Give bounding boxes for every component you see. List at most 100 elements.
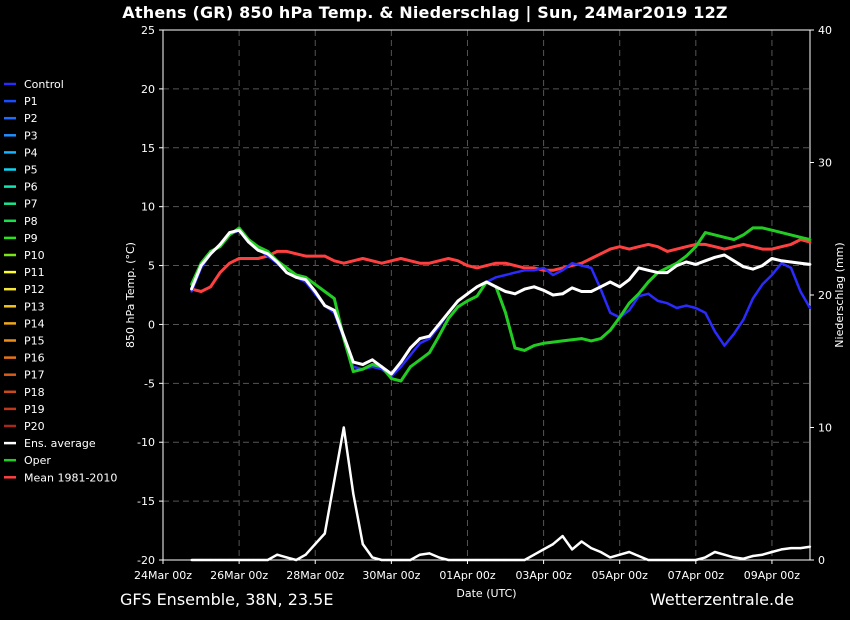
climate-mean-line-point: [237, 257, 241, 260]
ens-average-line-point: [570, 286, 574, 290]
control-line-point: [628, 309, 631, 312]
ens-average-line-point: [485, 280, 488, 284]
control-line-point: [494, 276, 498, 279]
ens-average-line-point: [675, 264, 679, 267]
ens-average-precip-line-point: [570, 548, 574, 551]
ens-average-precip-line-point: [418, 553, 422, 556]
climate-mean-line-point: [294, 252, 298, 256]
ens-average-precip-line-point: [209, 558, 212, 562]
oper-line-point: [551, 340, 555, 344]
ens-average-line-point: [275, 260, 279, 264]
control-line-point: [399, 365, 403, 368]
ens-average-line-point: [637, 266, 641, 270]
climate-mean-line-point: [332, 259, 336, 263]
climate-mean-line-point: [389, 259, 393, 263]
climate-mean-line-point: [456, 259, 460, 263]
ens-average-line-point: [713, 255, 717, 259]
x-tick-label: 05Apr 00z: [592, 569, 649, 582]
control-line-point: [723, 344, 726, 347]
y2-axis-title: Niederschlag (mm): [833, 242, 846, 347]
ens-average-precip-line-point: [428, 552, 431, 555]
control-line-point: [751, 297, 755, 300]
ens-average-line-point: [190, 287, 193, 291]
climate-mean-line-point: [742, 242, 745, 246]
ens-average-line-point: [304, 278, 308, 282]
legend-label: P17: [24, 369, 45, 382]
oper-line-point: [646, 280, 650, 284]
climate-mean-line-point: [770, 247, 774, 251]
ens-average-precip-line-point: [799, 546, 802, 550]
oper-line-point: [513, 346, 517, 350]
ens-average-precip-line-point: [628, 550, 631, 554]
y-tick-label: -5: [144, 377, 155, 390]
oper-line-point: [428, 351, 431, 355]
ens-average-precip-line-point: [713, 550, 716, 554]
y2-tick-label: 40: [818, 24, 832, 37]
oper-line: [190, 226, 811, 383]
climate-mean-line-point: [218, 271, 222, 274]
ens-average-precip-line-point: [666, 558, 669, 562]
oper-line-point: [694, 245, 698, 249]
climate-mean-line-point: [313, 254, 317, 258]
ens-average-line-point: [561, 292, 564, 296]
ens-average-line-point: [361, 363, 365, 366]
ens-average-precip-line-point: [685, 558, 688, 562]
oper-line-point: [475, 294, 479, 298]
x-tick-label: 30Mar 00z: [362, 569, 420, 582]
climate-mean-line-point: [808, 240, 812, 244]
climate-mean-line-point: [323, 254, 327, 258]
ens-average-line-point: [532, 285, 536, 289]
ens-average-precip-line-point: [590, 546, 593, 550]
control-line-point: [770, 273, 774, 277]
ens-average-line-point: [580, 290, 584, 293]
ens-average-line-point: [665, 271, 669, 274]
ens-average-precip-line-point: [513, 558, 517, 562]
legend-label: P14: [24, 317, 45, 330]
control-line-point: [570, 262, 574, 265]
climate-mean-line-point: [627, 247, 631, 251]
ens-average-line-point: [742, 265, 745, 269]
ens-average-precip-line-point: [761, 553, 764, 556]
ens-average-line-point: [428, 334, 431, 338]
oper-line-point: [361, 367, 365, 371]
ens-average-precip-line-point: [285, 556, 288, 559]
ens-average-line-point: [247, 240, 250, 244]
ens-average-line-point: [770, 257, 774, 260]
oper-line-point: [313, 283, 317, 286]
climate-mean-line-point: [485, 264, 488, 267]
control-line-point: [428, 337, 431, 340]
x-tick-label: 28Mar 00z: [286, 569, 344, 582]
ens-average-precip-line-point: [551, 542, 555, 546]
ens-average-precip-line-point: [409, 558, 412, 562]
control-line-point: [532, 269, 536, 272]
legend-label: Control: [24, 78, 64, 91]
climate-mean-line-point: [751, 245, 755, 249]
climate-mean-line-point: [256, 257, 260, 260]
climate-mean-line-point: [418, 261, 422, 265]
climate-mean-line-point: [723, 247, 726, 251]
climate-mean-line-point: [665, 250, 669, 253]
oper-line-point: [637, 292, 641, 296]
climate-mean-line: [191, 238, 811, 293]
ens-average-precip-line-point: [656, 558, 659, 562]
oper-line-point: [237, 226, 241, 230]
ens-average-precip-line-point: [456, 558, 460, 562]
oper-line-point: [618, 316, 622, 319]
ens-average-precip-line-point: [808, 545, 812, 548]
ens-average-line-point: [323, 304, 327, 307]
ens-average-precip-line-point: [190, 558, 193, 562]
y-tick-label: 10: [141, 201, 155, 214]
control-line-point: [780, 262, 783, 265]
oper-line-point: [418, 358, 422, 362]
climate-mean-line-point: [247, 257, 250, 260]
oper-line-point: [466, 299, 469, 303]
legend-label: P4: [24, 146, 38, 159]
oper-line-point: [684, 254, 688, 258]
x-tick-label: 07Apr 00z: [668, 569, 725, 582]
oper-line-point: [561, 339, 564, 343]
ens-average-line-point: [656, 271, 660, 274]
climate-mean-line-point: [399, 257, 403, 260]
ens-average-line-point: [237, 228, 241, 232]
climate-mean-line-point: [437, 259, 441, 263]
